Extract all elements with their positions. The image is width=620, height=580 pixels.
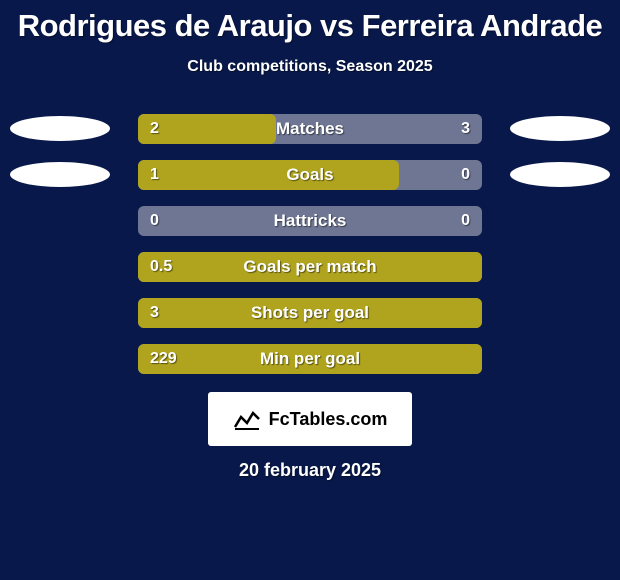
metric-row: Shots per goal3 bbox=[0, 298, 620, 328]
logo-prefix: Fc bbox=[269, 409, 290, 429]
metric-value-left: 1 bbox=[150, 160, 159, 190]
metric-row: Goals per match0.5 bbox=[0, 252, 620, 282]
bar-track bbox=[138, 344, 482, 374]
logo-icon bbox=[233, 407, 261, 431]
logo-suffix: .com bbox=[345, 409, 387, 429]
date-label: 20 february 2025 bbox=[0, 460, 620, 481]
metric-value-right: 0 bbox=[461, 206, 470, 236]
bar-fill bbox=[138, 160, 399, 190]
metric-value-left: 0 bbox=[150, 206, 159, 236]
logo-badge: FcTables.com bbox=[208, 392, 412, 446]
metric-value-left: 3 bbox=[150, 298, 159, 328]
bar-track bbox=[138, 252, 482, 282]
metric-value-right: 3 bbox=[461, 114, 470, 144]
bar-fill bbox=[138, 252, 482, 282]
metrics-container: Matches23Goals10Hattricks00Goals per mat… bbox=[0, 114, 620, 374]
bar-fill bbox=[138, 344, 482, 374]
bar-track bbox=[138, 114, 482, 144]
metric-row: Hattricks00 bbox=[0, 206, 620, 236]
metric-row: Goals10 bbox=[0, 160, 620, 190]
bar-track bbox=[138, 160, 482, 190]
bar-track bbox=[138, 206, 482, 236]
avatar-left bbox=[10, 116, 110, 141]
metric-value-left: 0.5 bbox=[150, 252, 172, 282]
bar-fill bbox=[138, 298, 482, 328]
logo-main: Tables bbox=[290, 409, 346, 429]
metric-value-right: 0 bbox=[461, 160, 470, 190]
metric-row: Matches23 bbox=[0, 114, 620, 144]
metric-value-left: 2 bbox=[150, 114, 159, 144]
avatar-right bbox=[510, 116, 610, 141]
avatar-right bbox=[510, 162, 610, 187]
page-title: Rodrigues de Araujo vs Ferreira Andrade bbox=[0, 0, 620, 44]
logo-text: FcTables.com bbox=[269, 409, 388, 430]
content-root: Rodrigues de Araujo vs Ferreira Andrade … bbox=[0, 0, 620, 580]
metric-row: Min per goal229 bbox=[0, 344, 620, 374]
bar-track bbox=[138, 298, 482, 328]
avatar-left bbox=[10, 162, 110, 187]
page-subtitle: Club competitions, Season 2025 bbox=[0, 58, 620, 76]
metric-value-left: 229 bbox=[150, 344, 177, 374]
